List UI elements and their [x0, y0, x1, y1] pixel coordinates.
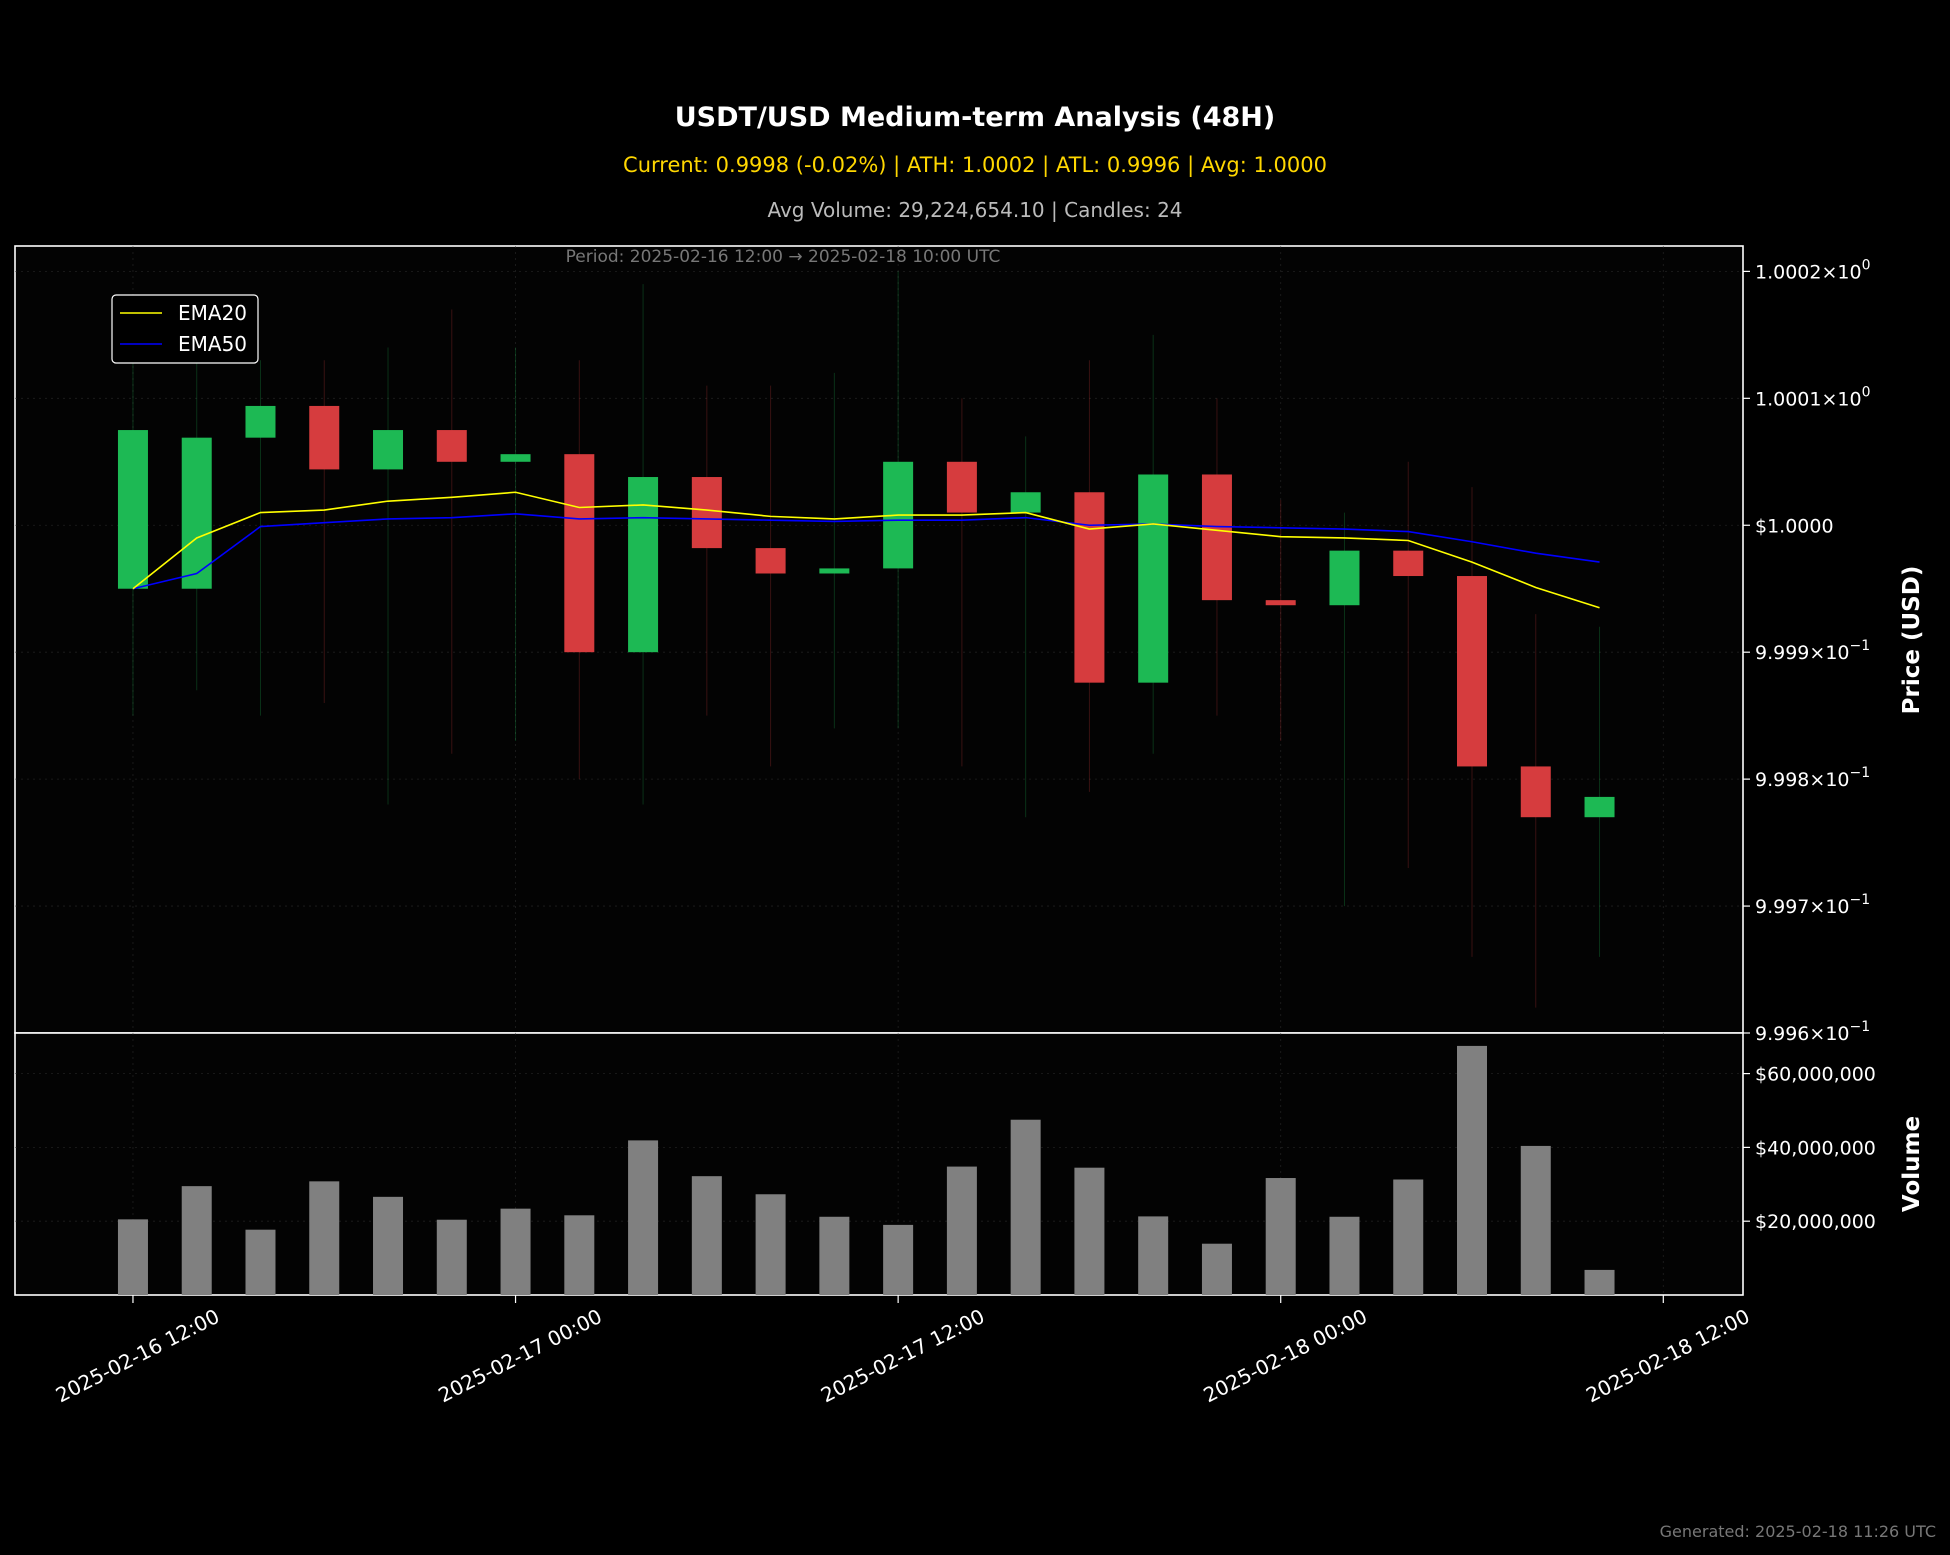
candle-body-down: [1265, 600, 1296, 606]
candle-body-up: [1010, 492, 1041, 513]
x-tick-label: 2025-02-17 12:00: [817, 1304, 988, 1407]
chart-title: USDT/USD Medium-term Analysis (48H): [675, 102, 1275, 133]
volume-bar: [691, 1176, 722, 1295]
candle-body-down: [1457, 576, 1488, 767]
price-tick-label: 9.998×10−1: [1755, 765, 1870, 791]
candle-body-down: [1393, 550, 1424, 577]
candle-body-up: [628, 477, 659, 653]
candle-body-up: [117, 430, 148, 589]
chart-subtitle: Current: 0.9998 (-0.02%) | ATH: 1.0002 |…: [623, 153, 1327, 178]
candle-body-down: [755, 548, 786, 574]
volume-bar: [1520, 1145, 1551, 1295]
candle-body-down: [946, 461, 977, 513]
volume-panel: $20,000,000 $40,000,000 $60,000,000 Volume: [14, 1032, 1925, 1296]
chart-info: Avg Volume: 29,224,654.10 | Candles: 24: [767, 198, 1182, 222]
candle-body-up: [1329, 550, 1360, 606]
volume-bar: [117, 1219, 148, 1295]
volume-bar: [1584, 1269, 1615, 1295]
candle-body-down: [691, 477, 722, 549]
x-tick-label: 2025-02-16 12:00: [52, 1304, 223, 1407]
candle-body-up: [181, 437, 212, 589]
legend-box: [111, 294, 259, 364]
x-axis: 2025-02-16 12:00 2025-02-17 00:00 2025-02-…: [52, 1295, 1754, 1407]
legend-ema20-label: EMA20: [178, 301, 247, 325]
price-tick-label: 1.0001×100: [1755, 384, 1871, 410]
candle-body-up: [819, 568, 850, 574]
x-tick-label: 2025-02-18 12:00: [1582, 1304, 1753, 1407]
candle-body-down: [1520, 766, 1551, 818]
period-label: Period: 2025-02-16 12:00 → 2025-02-18 10…: [566, 247, 1001, 267]
candle-body-up: [373, 430, 404, 470]
volume-bar: [309, 1181, 340, 1295]
volume-bar: [946, 1166, 977, 1295]
candle-body-down: [1201, 474, 1232, 601]
volume-bar: [373, 1196, 404, 1295]
price-tick-label: 9.999×10−1: [1755, 638, 1870, 664]
price-tick-label: $1.0000: [1755, 515, 1834, 537]
volume-bar: [245, 1229, 276, 1295]
price-tick-label: 9.997×10−1: [1755, 892, 1870, 918]
volume-bar: [1074, 1167, 1105, 1295]
volume-bar: [1138, 1216, 1169, 1295]
volume-bar: [181, 1186, 212, 1295]
candle-body-up: [1584, 796, 1615, 818]
volume-bar: [1201, 1243, 1232, 1295]
price-axis-label: Price (USD): [1899, 566, 1925, 715]
price-tick-label: 9.996×10−1: [1755, 1019, 1870, 1045]
candle-body-up: [500, 454, 531, 462]
candle-body-up: [1138, 474, 1169, 683]
volume-bar: [1265, 1178, 1296, 1295]
price-panel: Period: 2025-02-16 12:00 → 2025-02-18 10…: [14, 245, 1925, 1045]
volume-bar: [755, 1194, 786, 1295]
volume-bar: [1393, 1179, 1424, 1295]
volume-bar: [500, 1208, 531, 1295]
volume-bar: [564, 1215, 595, 1295]
volume-bar: [1329, 1216, 1360, 1295]
candle-body-down: [309, 405, 340, 470]
volume-tick-label: $40,000,000: [1755, 1137, 1876, 1159]
volume-bar: [436, 1219, 467, 1295]
candle-body-down: [436, 430, 467, 462]
ema20-line: [132, 491, 1600, 609]
volume-bar: [1010, 1119, 1041, 1295]
legend-ema50-label: EMA50: [178, 332, 247, 356]
volume-axis-label: Volume: [1899, 1116, 1925, 1212]
generated-footer: Generated: 2025-02-18 11:26 UTC: [1660, 1522, 1936, 1541]
price-plot-area: [14, 245, 1744, 1034]
x-tick-label: 2025-02-17 00:00: [434, 1304, 605, 1407]
volume-bar: [819, 1216, 850, 1295]
volume-bar: [628, 1140, 659, 1295]
volume-tick-label: $20,000,000: [1755, 1211, 1876, 1233]
legend: EMA20 EMA50: [111, 294, 259, 364]
volume-tick-label: $60,000,000: [1755, 1064, 1876, 1086]
price-tick-label: 1.0002×100: [1755, 257, 1871, 283]
x-tick-label: 2025-02-18 00:00: [1199, 1304, 1370, 1407]
candle-body-down: [564, 454, 595, 653]
ema50-line: [132, 513, 1600, 590]
volume-bar: [1457, 1045, 1488, 1295]
volume-plot-area: [14, 1032, 1744, 1296]
candle-body-up: [245, 405, 276, 438]
volume-bar: [883, 1224, 914, 1295]
candle-body-down: [1074, 492, 1105, 683]
